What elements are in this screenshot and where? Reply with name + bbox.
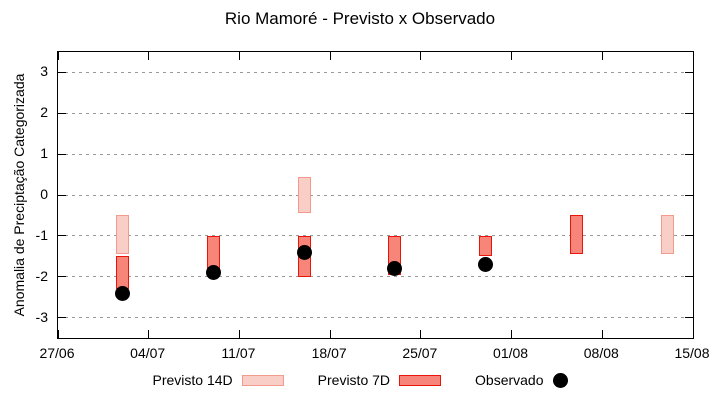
observado-dot [206, 265, 221, 281]
x-tick-mark-bottom [692, 330, 694, 338]
y-tick-mark-right [685, 153, 693, 155]
x-tick-mark-top [692, 52, 694, 60]
x-tick-label: 11/07 [221, 345, 256, 361]
gridline-y3 [58, 71, 693, 73]
legend: Previsto 14D Previsto 7D Observado [0, 372, 720, 388]
y-tick-label: 2 [40, 104, 48, 121]
x-tick-mark-top [511, 52, 513, 60]
chart-title: Rio Mamoré - Previsto x Observado [224, 9, 496, 28]
y-tick-mark-left [58, 317, 66, 319]
x-tick-mark-top [420, 52, 422, 60]
x-tick-mark-bottom [238, 330, 240, 338]
x-tick-label: 25/07 [402, 345, 438, 361]
previsto-7d-box [479, 235, 493, 257]
legend-item-observado: Observado [475, 372, 568, 388]
x-tick-label: 01/08 [493, 345, 529, 361]
legend-label-observado: Observado [475, 372, 544, 388]
x-tick-mark-bottom [148, 330, 150, 338]
y-tick-label: 1 [40, 145, 48, 162]
observado-dot [115, 285, 131, 301]
legend-item-previsto-7d: Previsto 7D [317, 372, 442, 388]
x-tick-label: 15/08 [674, 345, 710, 361]
gridline-y0 [58, 194, 693, 196]
legend-item-previsto-14d: Previsto 14D [153, 372, 284, 388]
x-tick-mark-bottom [601, 330, 603, 338]
y-tick-label: 0 [40, 186, 48, 202]
previsto-14d-box [116, 215, 130, 255]
y-tick-mark-left [58, 194, 66, 196]
previsto-14d-box [297, 176, 311, 214]
previsto-14d-box [660, 215, 674, 255]
x-tick-mark-bottom [420, 330, 422, 338]
y-tick-label: -2 [35, 267, 48, 284]
previsto-7d-swatch-icon [399, 374, 442, 386]
legend-label-previsto-14d: Previsto 14D [152, 372, 233, 388]
x-tick-mark-top [601, 52, 603, 60]
previsto-14d-swatch-icon [241, 374, 284, 386]
y-tick-mark-left [58, 153, 66, 155]
gridline-y-3 [58, 317, 693, 319]
y-tick-mark-right [685, 235, 693, 237]
x-tick-mark-top [238, 52, 240, 60]
gridline-y2 [58, 112, 693, 114]
x-tick-label: 08/08 [583, 345, 619, 361]
y-tick-mark-right [685, 276, 693, 278]
x-tick-mark-bottom [57, 330, 59, 338]
observado-dot [478, 256, 494, 272]
legend-label-previsto-7d: Previsto 7D [317, 372, 391, 388]
plot-area [57, 51, 694, 339]
y-tick-label: -1 [35, 226, 48, 243]
y-tick-mark-left [58, 71, 66, 73]
x-tick-mark-top [329, 52, 331, 60]
gridline-y1 [58, 153, 693, 155]
x-tick-label: 18/07 [311, 345, 347, 361]
y-tick-mark-left [58, 235, 66, 237]
y-tick-mark-right [685, 317, 693, 319]
y-tick-label: 3 [40, 63, 48, 80]
previsto-7d-box [116, 256, 130, 289]
y-tick-mark-right [685, 71, 693, 73]
observado-dot [296, 244, 312, 260]
x-tick-label: 04/07 [130, 345, 166, 361]
gridline-y-1 [58, 235, 693, 237]
y-tick-mark-left [58, 276, 66, 278]
observado-dot-icon [552, 372, 568, 388]
gridline-y-2 [58, 276, 693, 278]
x-tick-mark-top [57, 52, 59, 60]
x-tick-mark-bottom [329, 330, 331, 338]
y-tick-mark-right [685, 112, 693, 114]
x-tick-label: 27/06 [39, 345, 75, 361]
previsto-7d-box [569, 215, 583, 255]
y-tick-mark-left [58, 112, 66, 114]
observado-dot [387, 261, 403, 277]
x-tick-mark-bottom [511, 330, 513, 338]
y-tick-mark-right [685, 194, 693, 196]
x-tick-mark-top [148, 52, 150, 60]
y-tick-label: -3 [35, 308, 48, 325]
